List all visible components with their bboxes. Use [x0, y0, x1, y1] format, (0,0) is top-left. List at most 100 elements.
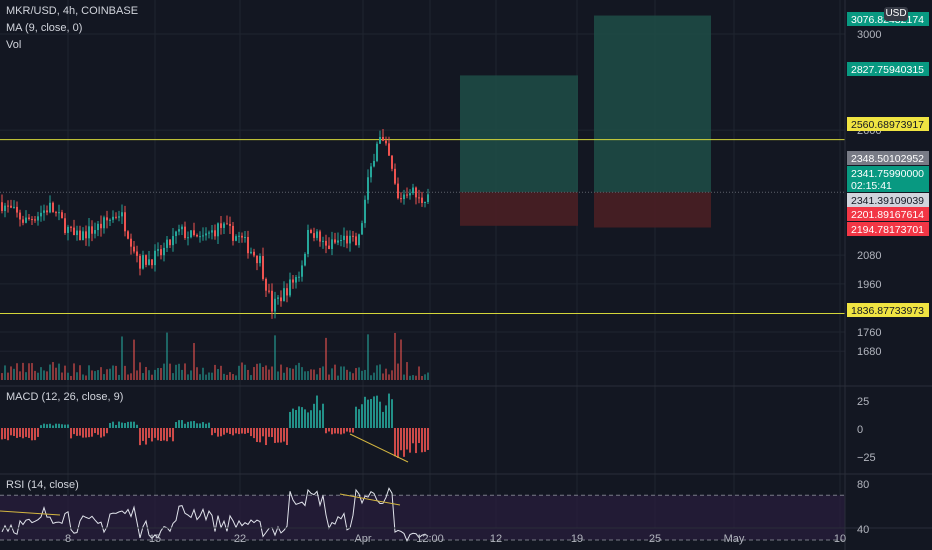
- macd-bar: [370, 398, 372, 428]
- volume-bar: [280, 364, 282, 380]
- macd-bar: [199, 423, 201, 428]
- macd-bar: [205, 423, 207, 428]
- macd-bar: [211, 428, 213, 436]
- macd-bar: [262, 428, 264, 437]
- candle: [427, 194, 429, 202]
- candle: [244, 237, 246, 239]
- volume-bar: [376, 365, 378, 380]
- candle: [139, 255, 141, 269]
- macd-bar: [181, 420, 183, 428]
- volume-bar: [418, 366, 420, 380]
- candle: [52, 202, 54, 213]
- macd-bar: [307, 412, 309, 428]
- volume-bar: [325, 337, 327, 380]
- candle: [22, 219, 24, 223]
- volume-bar: [70, 375, 72, 380]
- macd-bar: [178, 420, 180, 428]
- candle: [7, 205, 9, 207]
- macd-bar: [187, 421, 189, 428]
- candle: [100, 223, 102, 229]
- volume-bar: [406, 362, 408, 380]
- volume-bar: [67, 372, 69, 380]
- candle: [340, 239, 342, 241]
- volume-bar: [169, 363, 171, 380]
- candle: [133, 246, 135, 252]
- volume-bar: [106, 369, 108, 380]
- currency-button[interactable]: USD: [884, 7, 908, 21]
- volume-bar: [43, 370, 45, 380]
- price-label: 02:15:41: [851, 180, 892, 192]
- candle: [397, 183, 399, 199]
- macd-bar: [22, 428, 24, 439]
- candle: [274, 298, 276, 312]
- volume-bar: [145, 366, 147, 380]
- time-tick-label: 10: [834, 533, 846, 545]
- macd-bar: [268, 428, 270, 437]
- volume-bars: [1, 332, 429, 380]
- volume-bar: [223, 373, 225, 380]
- volume-bar: [157, 367, 159, 380]
- candle: [301, 265, 303, 277]
- candle: [391, 155, 393, 169]
- volume-bar: [175, 364, 177, 380]
- candle: [145, 255, 147, 265]
- volume-bar: [262, 367, 264, 380]
- macd-bar: [406, 428, 408, 450]
- macd-bar: [13, 428, 15, 436]
- macd-bar: [88, 428, 90, 438]
- volume-bar: [301, 367, 303, 380]
- price-tick-label: 1960: [857, 279, 881, 291]
- macd-bar: [310, 410, 312, 428]
- macd-bar: [361, 404, 363, 428]
- macd-bar: [412, 428, 414, 444]
- candle: [361, 223, 363, 235]
- macd-bar: [316, 395, 318, 428]
- candle: [412, 187, 414, 194]
- volume-bar: [88, 365, 90, 380]
- volume-bar: [277, 371, 279, 380]
- macd-bar: [142, 428, 144, 441]
- candle: [82, 231, 84, 241]
- volume-bar: [76, 372, 78, 380]
- volume-bar: [337, 375, 339, 380]
- candle: [418, 197, 420, 199]
- macd-bar: [157, 428, 159, 441]
- candle: [181, 226, 183, 230]
- macd-bar: [337, 428, 339, 434]
- candle: [190, 230, 192, 238]
- volume-bar: [388, 374, 390, 380]
- macd-bar: [16, 428, 18, 438]
- candle: [199, 236, 201, 238]
- candle: [79, 230, 81, 241]
- volume-bar: [136, 370, 138, 380]
- volume-bar: [286, 367, 288, 380]
- candle: [172, 236, 174, 246]
- candle: [382, 136, 384, 141]
- macd-divergence-line: [349, 433, 409, 463]
- profit-zone: [460, 75, 578, 193]
- volume-bar: [367, 334, 369, 380]
- volume-bar: [256, 363, 258, 380]
- macd-bar: [358, 409, 360, 428]
- time-tick-label: 12: [490, 533, 502, 545]
- volume-bar: [265, 365, 267, 380]
- candle: [43, 210, 45, 213]
- volume-bar: [271, 366, 273, 380]
- volume-bar: [115, 365, 117, 380]
- macd-bar: [127, 421, 129, 428]
- candle: [73, 227, 75, 236]
- price-label-badge: [847, 166, 929, 180]
- volume-bar: [85, 375, 87, 380]
- price-label-badge: [847, 222, 929, 236]
- macd-bar: [106, 428, 108, 434]
- macd-bar: [379, 401, 381, 428]
- volume-bar: [55, 367, 57, 380]
- macd-bar: [82, 428, 84, 438]
- macd-bar: [220, 428, 222, 437]
- volume-bar: [421, 375, 423, 380]
- macd-bar: [28, 428, 30, 438]
- candle: [352, 235, 354, 237]
- candle: [241, 235, 243, 238]
